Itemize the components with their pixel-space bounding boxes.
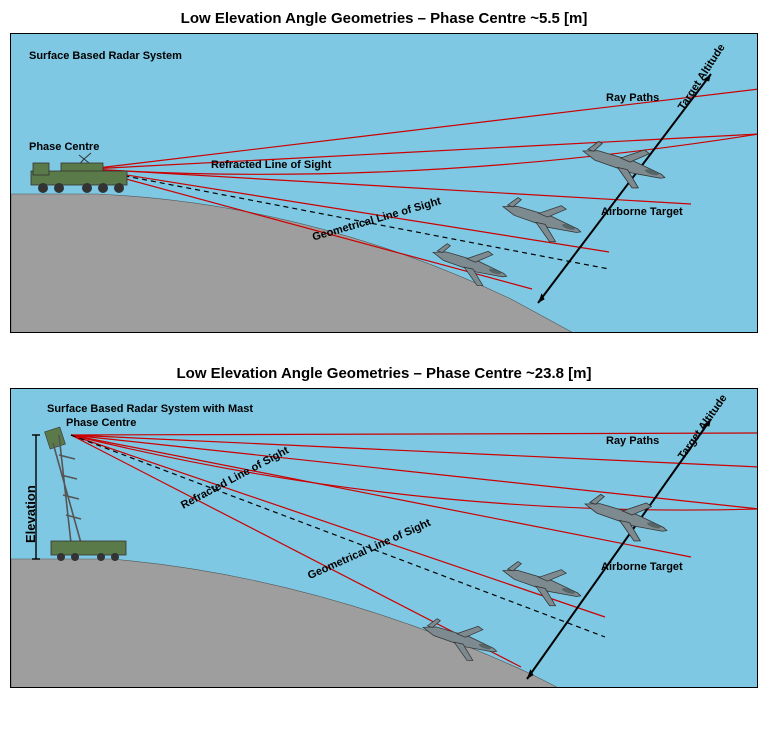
system-label: Surface Based Radar System with Mast bbox=[47, 403, 253, 415]
diagram-title-2: Low Elevation Angle Geometries – Phase C… bbox=[0, 355, 768, 388]
elevation-label: Elevation bbox=[23, 485, 38, 543]
target-label: Airborne Target bbox=[601, 561, 683, 573]
panel-1: Low Elevation Angle Geometries – Phase C… bbox=[0, 0, 768, 333]
raypaths-label: Ray Paths bbox=[606, 435, 659, 447]
diagram-canvas-2: Surface Based Radar System with Mast Phas… bbox=[10, 388, 758, 688]
panel-2: Low Elevation Angle Geometries – Phase C… bbox=[0, 355, 768, 688]
raypaths-label: Ray Paths bbox=[606, 92, 659, 104]
refracted-label: Refracted Line of Sight bbox=[211, 159, 331, 171]
target-label: Airborne Target bbox=[601, 206, 683, 218]
diagram-title-1: Low Elevation Angle Geometries – Phase C… bbox=[0, 0, 768, 33]
system-label: Surface Based Radar System bbox=[29, 50, 182, 62]
phase-centre-label: Phase Centre bbox=[66, 417, 136, 429]
phase-centre-label: Phase Centre bbox=[29, 141, 99, 153]
diagram-canvas-1: Surface Based Radar System Phase Centre Re… bbox=[10, 33, 758, 333]
